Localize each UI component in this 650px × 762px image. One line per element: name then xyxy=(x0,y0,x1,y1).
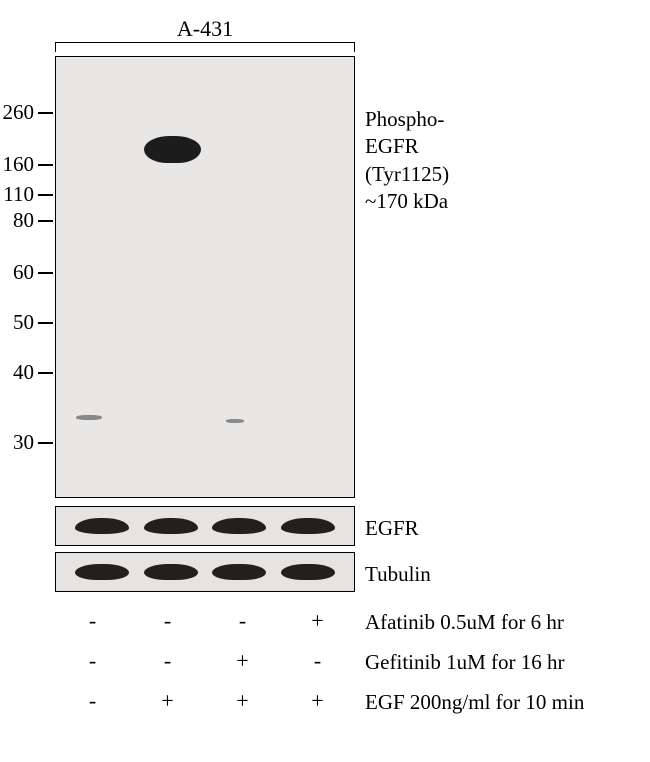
treatment-mark: - xyxy=(205,610,280,632)
phospho-band-lane2 xyxy=(144,136,201,163)
treatment-mark: - xyxy=(130,610,205,632)
mw-marker: 50 xyxy=(13,310,53,335)
mw-value: 60 xyxy=(13,260,34,285)
tubulin-band-row xyxy=(56,564,354,580)
egfr-band xyxy=(281,518,335,534)
mw-tick xyxy=(38,272,53,274)
treatment-label: EGF 200ng/ml for 10 min xyxy=(365,690,584,715)
mw-marker: 30 xyxy=(13,430,53,455)
faint-band xyxy=(226,419,244,423)
mw-tick xyxy=(38,220,53,222)
bracket-tick-right xyxy=(354,42,355,52)
mw-marker: 260 xyxy=(3,100,54,125)
mw-value: 50 xyxy=(13,310,34,335)
treatment-mark: + xyxy=(130,690,205,712)
tubulin-blot xyxy=(55,552,355,592)
mw-value: 40 xyxy=(13,360,34,385)
mw-tick xyxy=(38,442,53,444)
treatment-mark: + xyxy=(280,690,355,712)
phospho-label-line1: Phospho-EGFR (Tyr1125) xyxy=(365,106,449,188)
mw-marker: 80 xyxy=(13,208,53,233)
mw-value: 260 xyxy=(3,100,35,125)
egfr-band xyxy=(212,518,266,534)
mw-value: 110 xyxy=(3,182,34,207)
molecular-weight-ladder: 260 160 11080 60 50 40 30 xyxy=(3,56,53,498)
treatment-mark: + xyxy=(280,610,355,632)
egfr-label: EGFR xyxy=(365,515,419,542)
cell-line-label: A-431 xyxy=(55,16,355,42)
treatment-row: ---+ xyxy=(55,601,355,641)
phospho-egfr-label: Phospho-EGFR (Tyr1125) ~170 kDa xyxy=(365,106,449,215)
tubulin-band xyxy=(75,564,129,580)
mw-value: 30 xyxy=(13,430,34,455)
phospho-label-line2: ~170 kDa xyxy=(365,188,449,215)
mw-tick xyxy=(38,194,53,196)
mw-tick xyxy=(38,322,53,324)
treatment-mark: + xyxy=(205,690,280,712)
treatment-row: -+++ xyxy=(55,681,355,721)
treatment-label: Gefitinib 1uM for 16 hr xyxy=(365,650,564,675)
treatment-mark: - xyxy=(280,650,355,672)
treatment-row: --+- xyxy=(55,641,355,681)
tubulin-band xyxy=(281,564,335,580)
tubulin-label: Tubulin xyxy=(365,561,431,588)
bracket-tick-left xyxy=(55,42,56,52)
mw-marker: 40 xyxy=(13,360,53,385)
phospho-egfr-blot xyxy=(55,56,355,498)
egfr-band xyxy=(144,518,198,534)
egfr-band-row xyxy=(56,518,354,534)
mw-marker: 110 xyxy=(3,182,53,207)
mw-value: 160 xyxy=(3,152,35,177)
mw-marker: 60 xyxy=(13,260,53,285)
mw-marker: 160 xyxy=(3,152,54,177)
bracket-line xyxy=(55,42,355,43)
treatment-mark: - xyxy=(55,610,130,632)
faint-band xyxy=(76,415,102,420)
mw-tick xyxy=(38,372,53,374)
treatment-table: ---+Afatinib 0.5uM for 6 hr--+-Gefitinib… xyxy=(55,601,355,721)
egfr-band xyxy=(75,518,129,534)
egfr-blot xyxy=(55,506,355,546)
treatment-mark: - xyxy=(55,650,130,672)
tubulin-band xyxy=(212,564,266,580)
treatment-mark: - xyxy=(130,650,205,672)
mw-tick xyxy=(38,112,53,114)
treatment-mark: - xyxy=(55,690,130,712)
treatment-mark: + xyxy=(205,650,280,672)
tubulin-band xyxy=(144,564,198,580)
cell-line-bracket: A-431 xyxy=(55,18,355,48)
treatment-label: Afatinib 0.5uM for 6 hr xyxy=(365,610,564,635)
mw-tick xyxy=(38,164,53,166)
mw-value: 80 xyxy=(13,208,34,233)
